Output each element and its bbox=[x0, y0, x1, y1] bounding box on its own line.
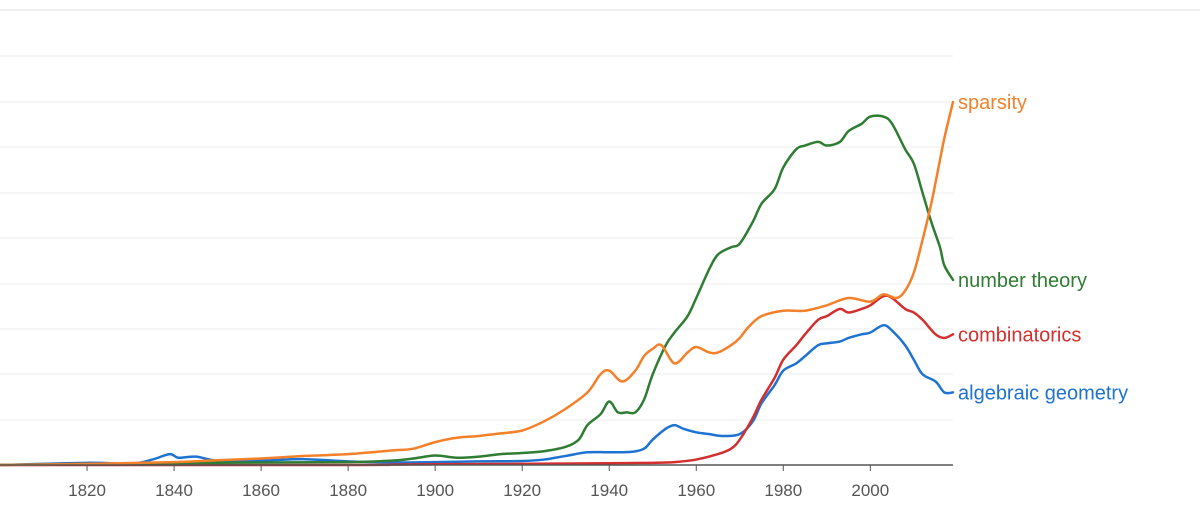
x-tick-label: 1880 bbox=[329, 481, 367, 500]
x-tick-label: 1820 bbox=[68, 481, 106, 500]
series-label-combinatorics: combinatorics bbox=[958, 324, 1081, 346]
series-labels: algebraic geometry combinatorics number th… bbox=[958, 92, 1128, 404]
x-tick-label: 1900 bbox=[416, 481, 454, 500]
series-label-number-theory: number theory bbox=[958, 270, 1087, 292]
series-label-algebraic-geometry: algebraic geometry bbox=[958, 382, 1128, 404]
series-line-algebraic-geometry bbox=[0, 323, 955, 467]
x-axis-ticks: 1820 1840 1860 1880 1900 1920 1940 1960 1980 2000 bbox=[68, 465, 889, 500]
series-line-number-theory bbox=[0, 114, 955, 467]
x-tick-label: 1980 bbox=[764, 481, 802, 500]
x-tick-label: 1940 bbox=[590, 481, 628, 500]
x-tick-label: 1860 bbox=[242, 481, 280, 500]
series-lines bbox=[0, 100, 955, 467]
series-line-sparsity bbox=[0, 100, 955, 467]
series-line-combinatorics bbox=[0, 294, 955, 467]
x-tick-label: 1920 bbox=[503, 481, 541, 500]
gridlines bbox=[0, 55, 953, 421]
x-tick-label: 2000 bbox=[851, 481, 889, 500]
x-tick-label: 1840 bbox=[155, 481, 193, 500]
series-label-sparsity: sparsity bbox=[958, 92, 1027, 114]
x-tick-label: 1960 bbox=[677, 481, 715, 500]
